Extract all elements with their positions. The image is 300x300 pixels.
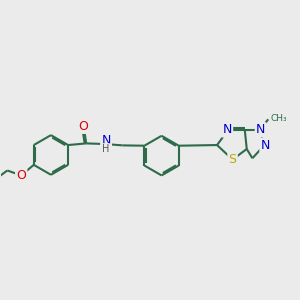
Text: CH₃: CH₃ — [271, 114, 287, 123]
Text: N: N — [101, 134, 111, 147]
Text: S: S — [229, 153, 237, 166]
Text: N: N — [256, 123, 265, 136]
Text: N: N — [223, 123, 232, 136]
Text: H: H — [102, 144, 110, 154]
Text: O: O — [16, 169, 26, 182]
Text: N: N — [261, 139, 270, 152]
Text: O: O — [79, 120, 88, 133]
